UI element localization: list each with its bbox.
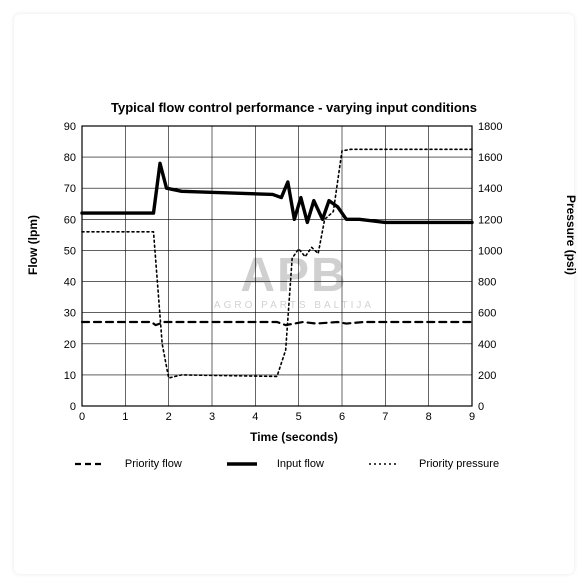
svg-text:4: 4 [252, 411, 258, 423]
svg-text:7: 7 [382, 411, 388, 423]
svg-text:8: 8 [426, 411, 432, 423]
svg-text:0: 0 [79, 411, 85, 423]
svg-text:60: 60 [64, 214, 76, 226]
chart-title: Typical flow control performance - varyi… [0, 100, 588, 115]
svg-text:1000: 1000 [478, 245, 502, 257]
svg-text:90: 90 [64, 121, 76, 133]
svg-text:6: 6 [339, 411, 345, 423]
svg-text:5: 5 [296, 411, 302, 423]
legend-item-priority-flow: Priority flow [75, 458, 196, 470]
legend-item-input-flow: Input flow [227, 458, 338, 470]
svg-text:70: 70 [64, 183, 76, 195]
svg-text:1800: 1800 [478, 121, 502, 133]
svg-text:20: 20 [64, 339, 76, 351]
svg-text:0: 0 [70, 401, 76, 413]
svg-text:200: 200 [478, 370, 496, 382]
legend-label: Priority pressure [419, 458, 499, 470]
chart-area: 0123456789010203040506070809002004006008… [40, 120, 520, 430]
svg-text:9: 9 [469, 411, 475, 423]
svg-text:80: 80 [64, 152, 76, 164]
svg-text:800: 800 [478, 277, 496, 289]
svg-text:1200: 1200 [478, 214, 502, 226]
legend-label: Priority flow [125, 458, 182, 470]
svg-text:1400: 1400 [478, 183, 502, 195]
svg-text:3: 3 [209, 411, 215, 423]
svg-text:600: 600 [478, 308, 496, 320]
y-axis-label-left: Flow (lpm) [26, 215, 40, 275]
svg-text:10: 10 [64, 370, 76, 382]
svg-text:40: 40 [64, 277, 76, 289]
svg-text:400: 400 [478, 339, 496, 351]
chart-legend: Priority flow Input flow Priority pressu… [0, 458, 588, 470]
svg-text:50: 50 [64, 245, 76, 257]
y-axis-label-right: Pressure (psi) [564, 195, 578, 275]
svg-text:0: 0 [478, 401, 484, 413]
svg-text:2: 2 [166, 411, 172, 423]
svg-text:1600: 1600 [478, 152, 502, 164]
svg-text:1: 1 [122, 411, 128, 423]
chart-svg: 0123456789010203040506070809002004006008… [40, 120, 520, 430]
legend-item-priority-pressure: Priority pressure [369, 458, 513, 470]
svg-text:30: 30 [64, 308, 76, 320]
x-axis-label: Time (seconds) [0, 430, 588, 444]
legend-label: Input flow [277, 458, 324, 470]
